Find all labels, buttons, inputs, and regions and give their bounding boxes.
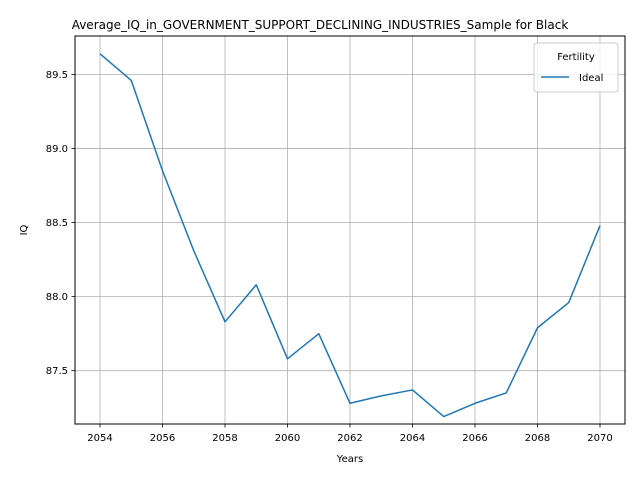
x-tick-label: 2064 (400, 433, 425, 444)
legend-title: Fertility (557, 52, 595, 63)
y-axis: 87.5 88.0 88.5 89.0 89.5 (46, 70, 75, 377)
grid-lines (75, 36, 625, 424)
legend: Fertility Ideal (533, 42, 619, 93)
x-axis: 2054 2056 2058 2060 2062 2064 2066 2068 2070 (87, 424, 613, 444)
y-tick-label: 89.0 (46, 144, 68, 155)
x-tick-label: 2056 (150, 433, 175, 444)
chart-title: Average_IQ_in_GOVERNMENT_SUPPORT_DECLINI… (72, 18, 569, 32)
x-tick-label: 2068 (525, 433, 550, 444)
y-tick-label: 87.5 (46, 366, 68, 377)
x-tick-label: 2054 (87, 433, 112, 444)
legend-box (533, 42, 619, 93)
x-tick-label: 2058 (212, 433, 237, 444)
x-tick-label: 2062 (337, 433, 362, 444)
x-tick-label: 2066 (462, 433, 487, 444)
legend-label-ideal: Ideal (579, 73, 603, 84)
y-tick-label: 88.5 (46, 218, 68, 229)
y-axis-label: IQ (19, 224, 30, 235)
x-tick-label: 2070 (587, 433, 612, 444)
x-tick-label: 2060 (275, 433, 300, 444)
y-tick-label: 88.0 (46, 292, 68, 303)
series-layer (99, 53, 601, 418)
y-tick-label: 89.5 (46, 70, 68, 81)
x-axis-label: Years (336, 454, 363, 465)
